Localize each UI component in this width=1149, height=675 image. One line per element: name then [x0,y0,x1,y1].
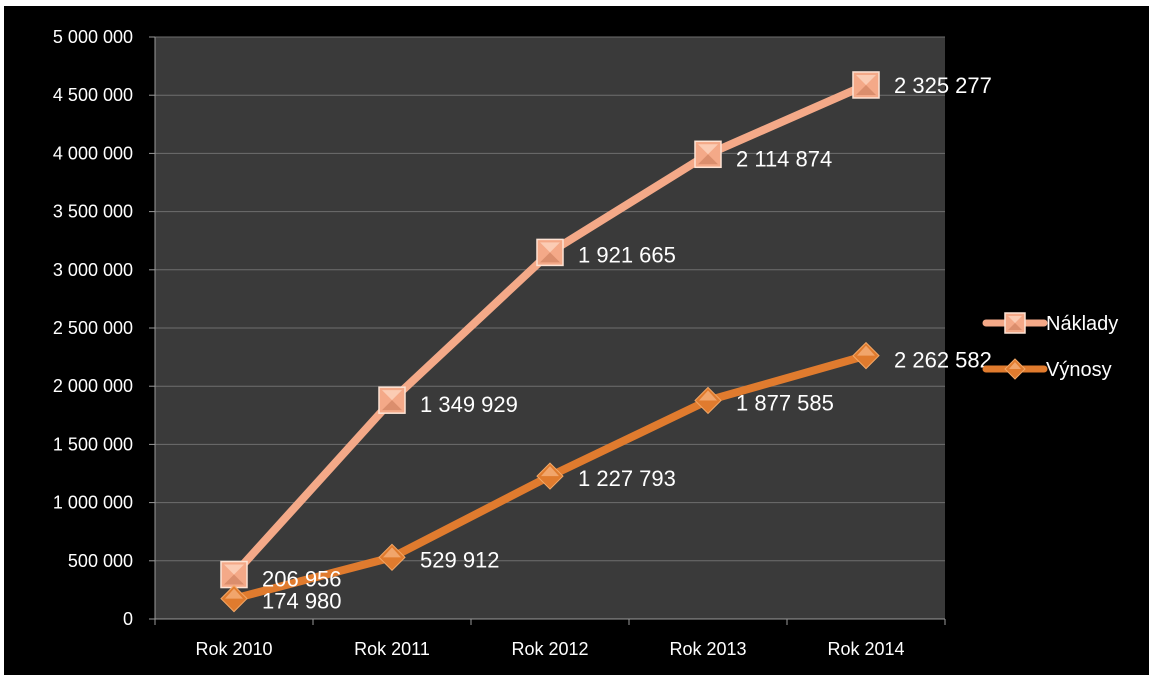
data-label: 2 325 277 [894,73,992,98]
data-label: 174 980 [262,589,342,614]
y-tick-label: 3 500 000 [53,202,133,222]
data-label: 2 114 874 [736,146,832,171]
y-tick-label: 1 500 000 [53,434,133,454]
legend-label: Výnosy [1046,359,1112,381]
legend-marker [1004,358,1026,380]
data-label: 529 912 [420,547,500,572]
y-tick-label: 4 500 000 [53,85,133,105]
data-label: 1 349 929 [420,392,518,417]
data-point [852,71,880,99]
data-point [694,140,722,169]
data-label: 1 877 585 [736,390,834,415]
legend-label: Náklady [1046,313,1118,335]
y-tick-label: 0 [123,609,133,629]
data-point [220,560,248,589]
y-tick-label: 2 000 000 [53,376,133,396]
y-tick-label: 1 000 000 [53,493,133,513]
data-label: 2 262 582 [894,348,992,373]
data-point [378,543,406,572]
data-point [694,386,722,415]
data-point [220,584,248,613]
data-point [378,386,406,414]
x-tick-label: Rok 2013 [669,639,746,659]
data-point [536,238,564,267]
x-tick-label: Rok 2012 [511,639,588,659]
data-point [852,341,880,370]
legend-marker [1004,312,1026,334]
data-point [536,462,564,490]
data-label: 1 227 793 [578,466,676,491]
y-tick-label: 4 000 000 [53,143,133,163]
y-tick-label: 3 000 000 [53,260,133,280]
y-tick-label: 500 000 [68,551,133,571]
chart-frame: 0 500 000 1 000 000 1 500 000 2 000 000 2 500… [4,6,1149,675]
x-tick-label: Rok 2010 [195,639,272,659]
line-chart: 0 500 000 1 000 000 1 500 000 2 000 000 2 500… [53,27,1118,659]
data-label: 206 956 [262,567,342,592]
data-label: 1 921 665 [578,242,676,267]
x-tick-label: Rok 2011 [354,639,430,659]
y-tick-label: 2 500 000 [53,318,133,338]
y-tick-label: 5 000 000 [53,27,133,47]
x-tick-label: Rok 2014 [827,639,904,659]
